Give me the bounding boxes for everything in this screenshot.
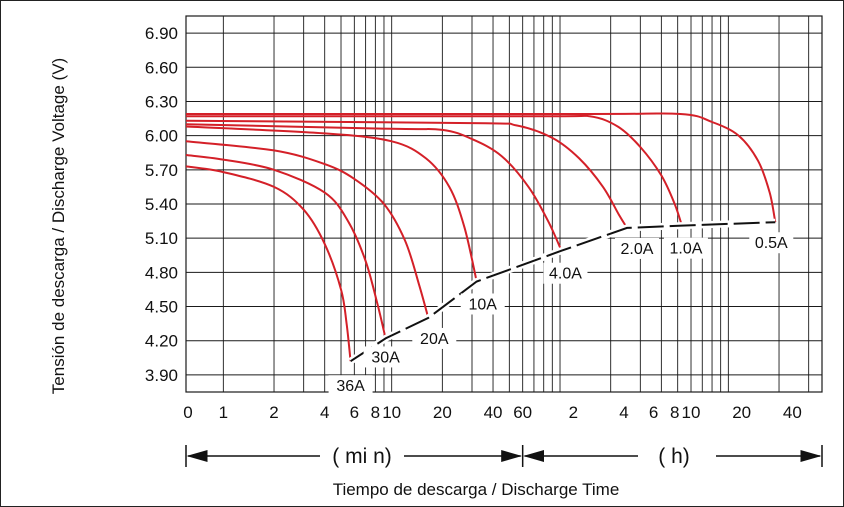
x-tick-label: 6 <box>649 403 658 422</box>
label-backing <box>460 293 505 315</box>
unit-label-h: ( h) <box>658 445 690 468</box>
y-tick-label: 6.90 <box>145 24 178 43</box>
x-tick-label: 6 <box>350 403 359 422</box>
y-tick-label: 5.70 <box>145 161 178 180</box>
label-backing <box>328 375 373 397</box>
y-tick-label: 5.10 <box>145 229 178 248</box>
x-tick-label: 40 <box>783 403 802 422</box>
label-backing <box>663 237 708 259</box>
label-backing <box>749 232 794 254</box>
curve-10A <box>185 125 478 282</box>
x-tick-label: 60 <box>513 403 532 422</box>
label-backing <box>543 262 588 284</box>
series-label-36A: 36A <box>336 378 365 395</box>
label-backing <box>412 327 457 349</box>
y-tick-label: 3.90 <box>145 366 178 385</box>
curves <box>185 112 777 362</box>
x-tick-label: 0 <box>183 403 192 422</box>
x-tick-label: 1 <box>219 403 228 422</box>
x-tick-label: 20 <box>433 403 452 422</box>
x-tick-label: 8 <box>371 403 380 422</box>
y-tick-label: 6.30 <box>145 92 178 111</box>
x-tick-label: 2 <box>569 403 578 422</box>
labels: 36A 30A 20A 10A 4.0A 2.0A 1.0A 0.5A <box>328 232 794 397</box>
curve-4-0A <box>185 123 563 252</box>
y-axis-title: Tensión de descarga / Discharge Voltage … <box>49 58 68 394</box>
x-tick-label: 2 <box>269 403 278 422</box>
x-tick-label: 40 <box>484 403 503 422</box>
label-backing <box>615 237 660 259</box>
y-tick-label: 6.60 <box>145 58 178 77</box>
series-label-2-0A: 2.0A <box>621 241 654 258</box>
axes: 6.90 6.60 6.30 6.00 5.70 5.40 5.10 4.80 4.50 4.20… <box>49 24 823 499</box>
y-tick-label: 4.20 <box>145 332 178 351</box>
unit-label-min: ( mi n) <box>332 445 392 468</box>
x-tick-label: 10 <box>382 403 401 422</box>
series-label-10A: 10A <box>468 296 497 313</box>
series-label-0-5A: 0.5A <box>755 235 788 252</box>
series-label-4-0A: 4.0A <box>549 266 582 283</box>
x-axis-title: Tiempo de descarga / Discharge Time <box>333 480 620 499</box>
curve-2-0A <box>185 119 628 229</box>
curve-30A <box>185 154 387 339</box>
y-tick-label: 4.50 <box>145 298 178 317</box>
curve-36A <box>185 165 352 362</box>
curve-20A <box>185 140 430 319</box>
end-line <box>350 221 776 363</box>
label-backing <box>363 346 408 368</box>
x-tick-label: 4 <box>619 403 628 422</box>
y-tick-label: 5.40 <box>145 195 178 214</box>
grid <box>185 15 823 393</box>
series-label-1-0A: 1.0A <box>669 241 702 258</box>
curve-1-0A <box>185 114 683 226</box>
y-tick-label: 4.80 <box>145 263 178 282</box>
x-tick-label: 10 <box>682 403 701 422</box>
y-tick-label: 6.00 <box>145 127 178 146</box>
x-tick-label: 20 <box>732 403 751 422</box>
series-label-30A: 30A <box>371 349 400 366</box>
end-voltage-line <box>348 218 776 365</box>
series-label-20A: 20A <box>420 331 449 348</box>
curve-0-5A <box>186 112 777 223</box>
x-tick-label: 8 <box>670 403 679 422</box>
x-tick-label: 4 <box>320 403 329 422</box>
